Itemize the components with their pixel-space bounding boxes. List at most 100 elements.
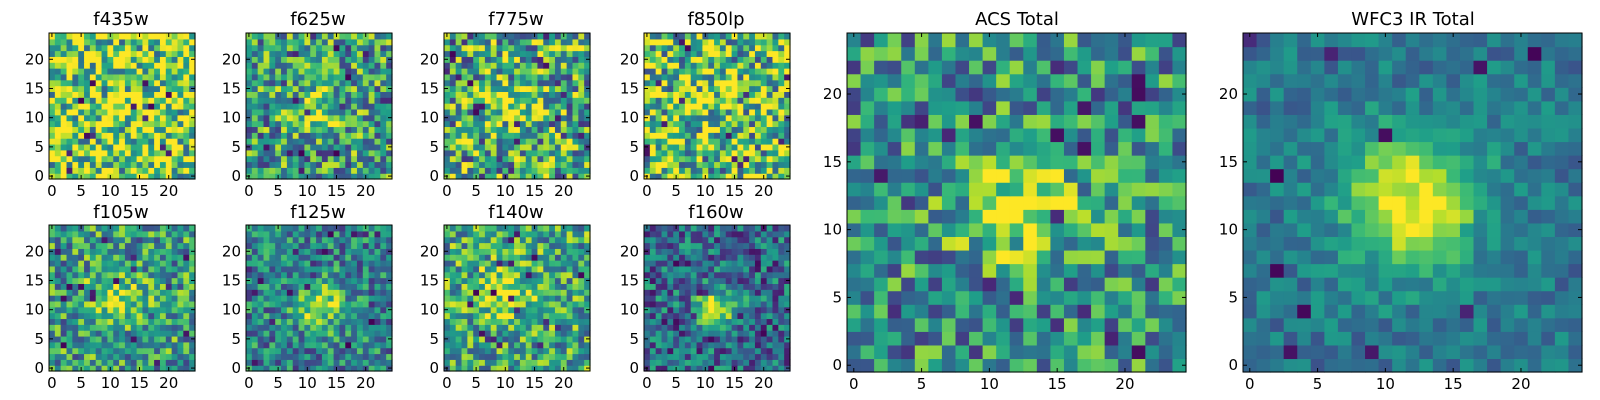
heatmap-cell xyxy=(644,318,651,325)
heatmap-cell xyxy=(142,283,149,290)
heatmap-cell xyxy=(269,149,276,157)
heatmap-cell xyxy=(508,108,515,116)
heatmap-cell xyxy=(263,283,270,290)
heatmap-cell xyxy=(578,161,585,168)
heatmap-cell xyxy=(54,85,62,92)
heatmap-cell xyxy=(708,330,715,337)
heatmap-cell xyxy=(525,254,533,261)
heatmap-cell xyxy=(130,306,138,314)
heatmap-cell xyxy=(269,365,276,372)
heatmap-cell xyxy=(537,359,544,366)
heatmap-cell xyxy=(514,50,521,57)
heatmap-cell xyxy=(89,68,97,75)
heatmap-cell xyxy=(269,295,276,302)
heatmap-cell xyxy=(467,108,474,116)
heatmap-cell xyxy=(251,79,259,87)
heatmap-cell xyxy=(66,120,73,128)
heatmap-cell xyxy=(257,114,265,122)
heatmap-cell xyxy=(351,167,358,174)
heatmap-cell xyxy=(667,120,674,128)
heatmap-cell xyxy=(778,50,785,57)
heatmap-cell xyxy=(310,283,317,290)
heatmap-cell xyxy=(760,108,768,116)
heatmap-cell xyxy=(84,120,91,128)
heatmap-cell xyxy=(566,114,574,122)
heatmap-cell xyxy=(54,359,62,366)
heatmap-cell xyxy=(455,33,463,40)
heatmap-cell xyxy=(263,155,270,163)
heatmap-cell xyxy=(333,335,341,343)
heatmap-cell xyxy=(749,91,756,98)
heatmap-cell xyxy=(246,138,253,145)
heatmap-cell xyxy=(368,248,376,255)
heatmap-cell xyxy=(461,341,468,349)
heatmap-cell xyxy=(531,236,539,244)
heatmap-cell xyxy=(679,312,686,320)
heatmap-cell xyxy=(696,300,703,308)
heatmap-cell xyxy=(778,155,785,163)
heatmap-cell xyxy=(714,44,721,52)
heatmap-cell xyxy=(72,330,79,337)
heatmap-cell xyxy=(655,132,663,139)
heatmap-cell xyxy=(263,312,270,320)
heatmap-cell xyxy=(531,359,539,366)
heatmap-cell xyxy=(690,50,698,57)
heatmap-cell xyxy=(696,38,703,46)
heatmap-cell xyxy=(345,271,352,279)
heatmap-cell xyxy=(78,62,85,69)
heatmap-cell xyxy=(246,108,253,116)
heatmap-cell xyxy=(572,318,579,325)
heatmap-cell xyxy=(772,138,779,145)
heatmap-cell xyxy=(784,120,791,128)
heatmap-cell xyxy=(251,56,259,63)
heatmap-cell xyxy=(560,155,568,163)
heatmap-cell xyxy=(275,149,282,157)
heatmap-cell xyxy=(667,68,674,75)
heatmap-cell xyxy=(148,56,155,63)
heatmap-cell xyxy=(649,85,657,92)
heatmap-cell xyxy=(66,265,73,273)
heatmap-cell xyxy=(177,149,184,157)
heatmap-cell xyxy=(737,149,744,157)
heatmap-cell xyxy=(490,73,498,81)
heatmap-cell xyxy=(130,85,138,92)
heatmap-cell xyxy=(572,108,579,116)
heatmap-cell xyxy=(107,277,114,284)
heatmap-cell xyxy=(171,132,179,139)
heatmap-cell xyxy=(368,79,376,87)
heatmap-cell xyxy=(479,359,486,366)
heatmap-cell xyxy=(374,38,381,46)
heatmap-cell xyxy=(281,225,288,232)
heatmap-cell xyxy=(286,138,294,145)
heatmap-cell xyxy=(449,132,457,139)
heatmap-cell xyxy=(684,306,692,314)
heatmap-cell xyxy=(95,230,103,238)
heatmap-cell xyxy=(374,295,381,302)
heatmap-cell xyxy=(772,289,779,296)
heatmap-cell xyxy=(89,318,97,325)
heatmap-cell xyxy=(737,295,744,302)
heatmap-cell xyxy=(49,353,56,360)
heatmap-cell xyxy=(572,225,579,232)
heatmap-cell xyxy=(490,254,498,261)
plot-frame xyxy=(48,224,196,372)
heatmap-cell xyxy=(554,277,562,284)
heatmap-cell xyxy=(554,365,562,372)
heatmap-cell xyxy=(572,103,579,110)
heatmap-cell xyxy=(66,73,73,81)
heatmap-cell xyxy=(514,324,521,331)
heatmap-cell xyxy=(531,254,539,261)
heatmap-cell xyxy=(310,254,317,261)
heatmap-cell xyxy=(743,97,750,104)
heatmap-cell xyxy=(339,330,346,337)
heatmap-cell xyxy=(473,103,480,110)
heatmap-cell xyxy=(281,359,288,366)
heatmap-cell xyxy=(246,318,253,325)
heatmap-cell xyxy=(374,155,381,163)
heatmap-cell xyxy=(321,242,329,249)
heatmap-cell xyxy=(189,132,196,139)
y-tick-label: 10 xyxy=(620,109,639,127)
heatmap-cell xyxy=(49,103,56,110)
heatmap-cell xyxy=(484,68,492,75)
heatmap-cell xyxy=(356,260,364,267)
